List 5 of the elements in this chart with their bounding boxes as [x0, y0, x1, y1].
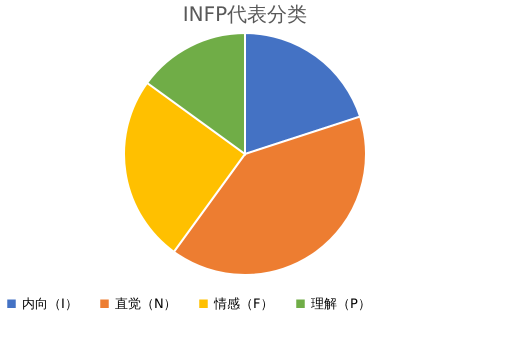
legend-label: 情感（F）: [213, 296, 274, 312]
chart-title: INFP代表分类: [182, 2, 308, 26]
legend-label: 理解（P）: [311, 296, 371, 312]
legend-label: 内向（I）: [22, 296, 78, 312]
legend-label: 直觉（N）: [115, 296, 177, 312]
